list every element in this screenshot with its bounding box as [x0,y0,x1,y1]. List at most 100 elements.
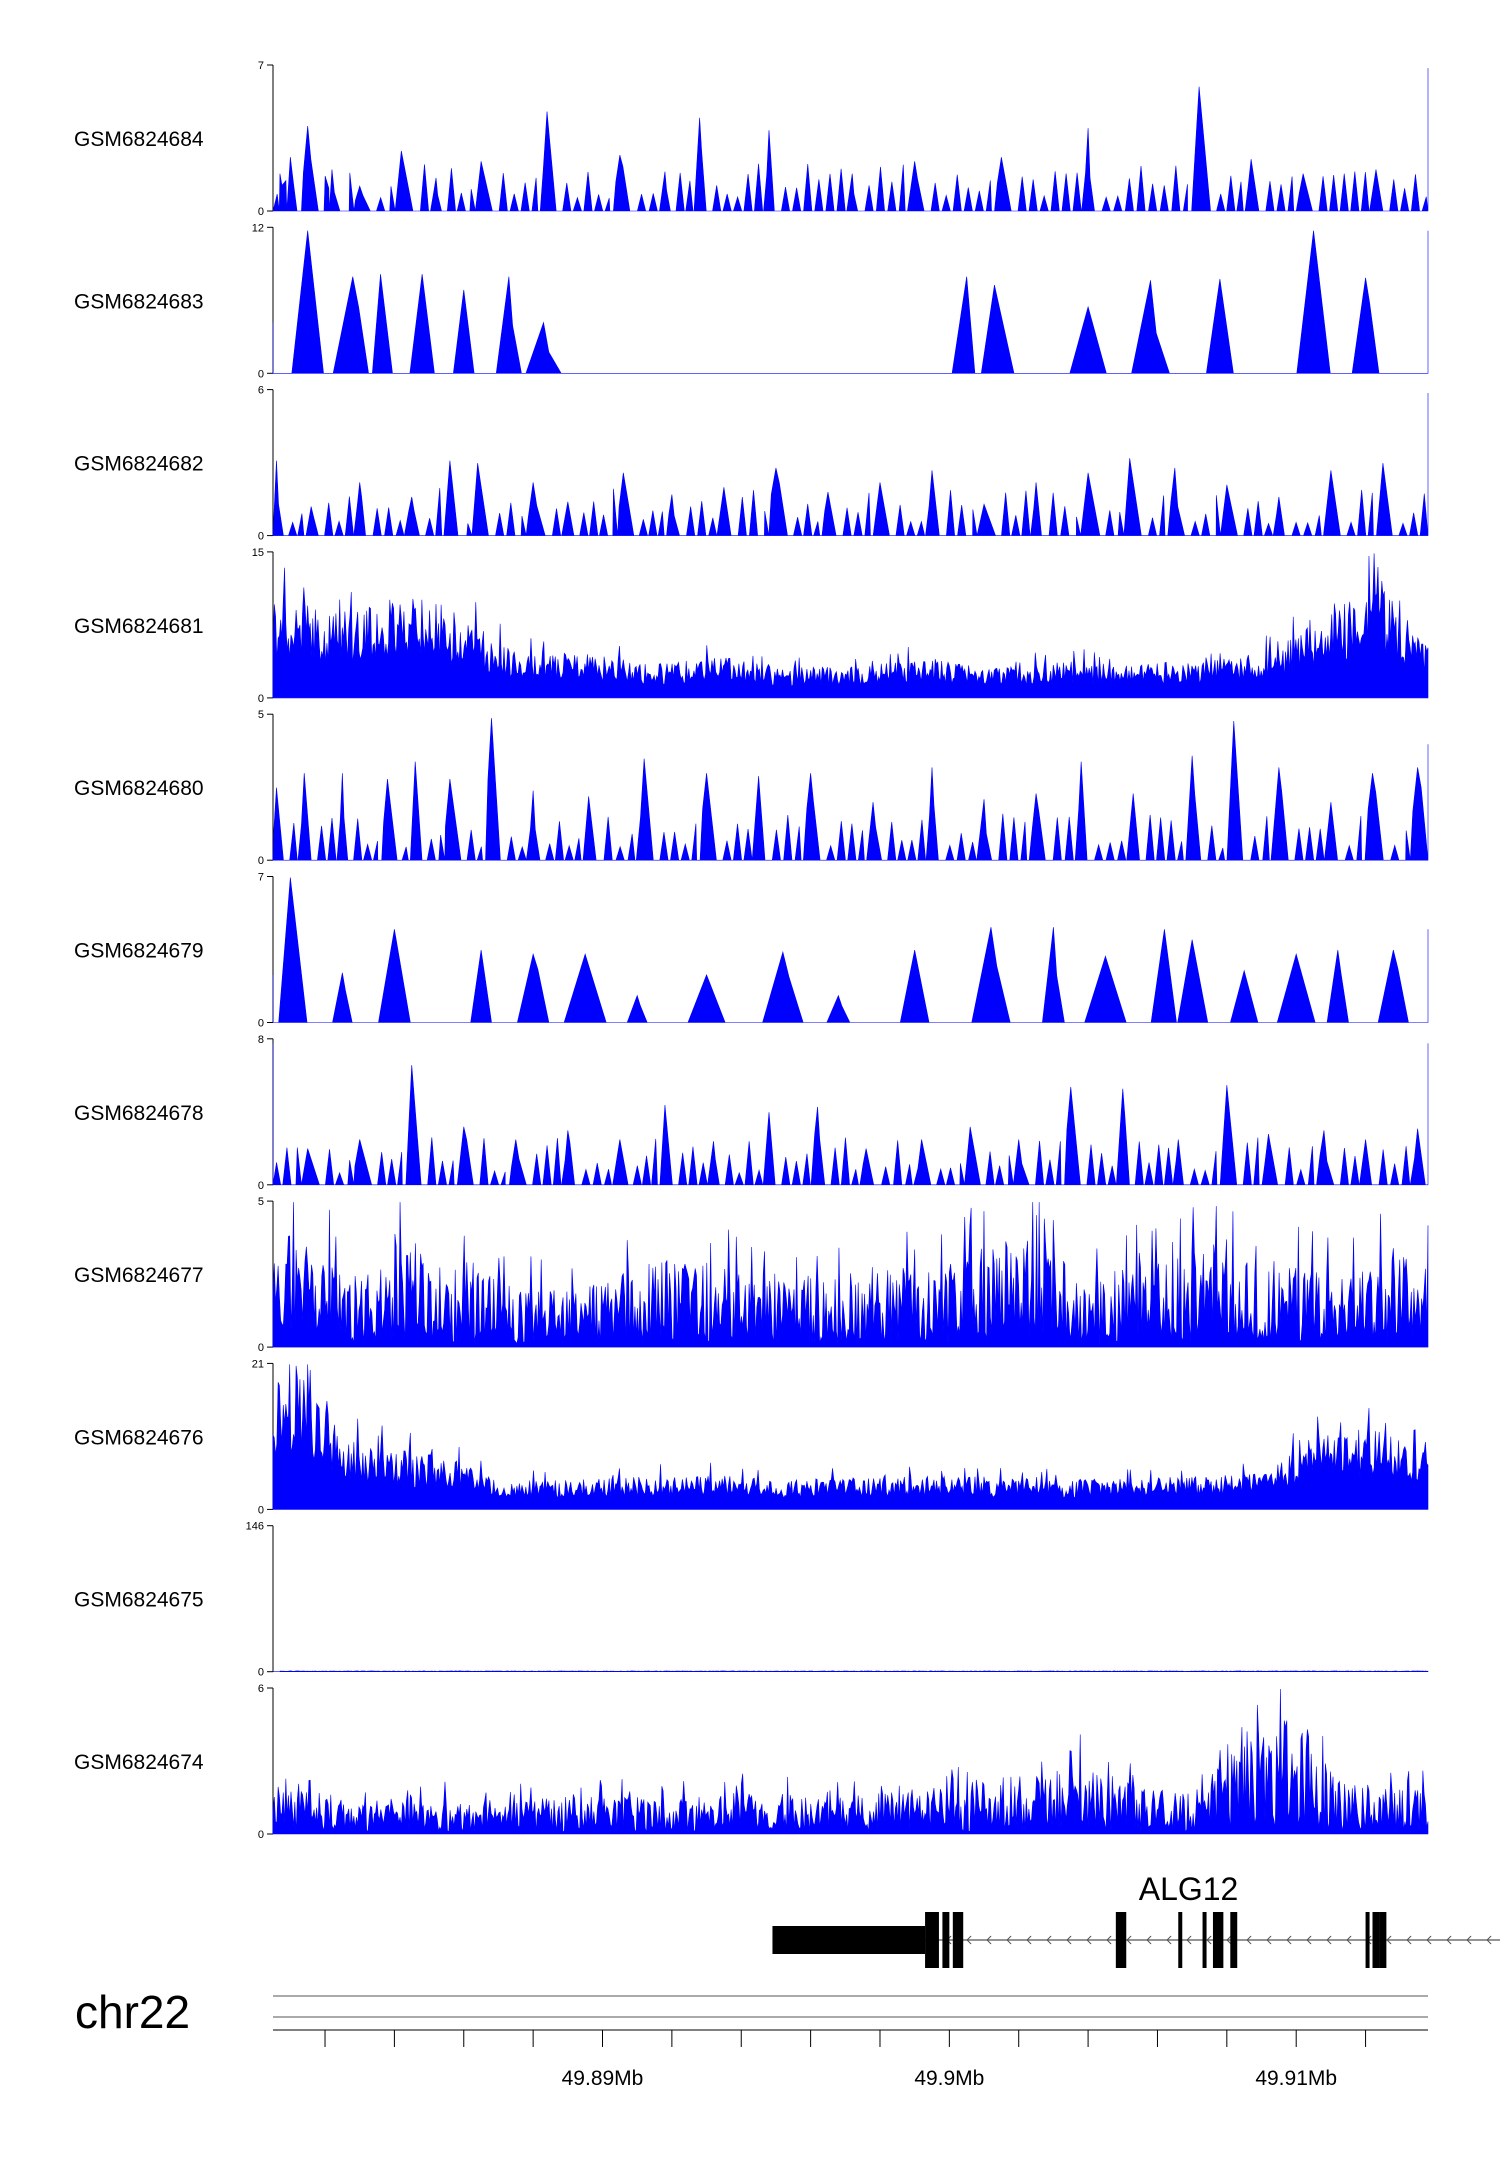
y-min-label: 0 [258,368,264,380]
y-max-label: 5 [258,709,264,721]
track-GSM6824676: GSM6824676 21 0 [74,1358,1429,1516]
y-max-label: 5 [258,1196,264,1208]
y-max-label: 7 [258,872,264,884]
strand-arrow [1426,1935,1432,1945]
track-label: GSM6824676 [74,1426,204,1449]
y-max-label: 6 [258,1683,264,1695]
coverage-area [272,1202,1429,1348]
track-label: GSM6824677 [74,1264,204,1287]
coverage-area [272,1688,1429,1835]
coverage-area [272,877,1429,1023]
exon-block [1365,1912,1370,1968]
y-max-label: 12 [252,222,264,234]
strand-arrow [1246,1935,1252,1945]
strand-arrow [1086,1935,1092,1945]
track-label: GSM6824679 [74,940,204,963]
y-max-label: 15 [252,547,264,559]
exon-block [1202,1912,1207,1968]
x-tick-label: 49.9Mb [914,2067,984,2090]
track-label: GSM6824684 [74,128,204,151]
strand-arrow [1406,1935,1412,1945]
strand-arrow [1326,1935,1332,1945]
strand-arrow [1386,1935,1392,1945]
strand-arrow [1266,1935,1272,1945]
strand-arrow [1206,1935,1212,1945]
y-min-label: 0 [258,206,264,218]
track-GSM6824677: GSM6824677 5 0 [74,1196,1429,1354]
track-label: GSM6824681 [74,615,204,638]
exon-block [1212,1912,1224,1968]
y-max-label: 21 [252,1358,264,1370]
track-label: GSM6824683 [74,290,204,313]
strand-arrow [1066,1935,1072,1945]
exon-block [1115,1912,1127,1968]
strand-arrow [1466,1935,1472,1945]
coverage-area [272,1043,1429,1186]
exon-block [925,1912,939,1968]
track-GSM6824680: GSM6824680 5 0 [74,709,1429,867]
utr-block [772,1926,926,1954]
coverage-area [272,553,1429,699]
coverage-area [272,68,1429,212]
x-tick-label: 49.89Mb [562,2067,644,2090]
track-label: GSM6824682 [74,453,204,476]
exon-block [1372,1912,1380,1968]
coverage-area [272,230,1429,374]
coverage-area [273,1670,1429,1672]
y-min-label: 0 [258,531,264,543]
strand-arrow [1446,1935,1452,1945]
coverage-area [272,393,1429,536]
strand-arrow [1186,1935,1192,1945]
y-min-label: 0 [258,855,264,867]
strand-arrow [1226,1935,1232,1945]
track-label: GSM6824675 [74,1589,204,1612]
exon-block [942,1912,950,1968]
strand-arrow [1006,1935,1012,1945]
strand-arrow [1306,1935,1312,1945]
exon-block [952,1912,964,1968]
coverage-area [272,1364,1429,1510]
strand-arrow [1106,1935,1112,1945]
y-max-label: 7 [258,60,264,72]
track-GSM6824683: GSM6824683 12 0 [74,222,1429,380]
strand-arrow [1286,1935,1292,1945]
strand-arrow [1046,1935,1052,1945]
y-min-label: 0 [258,1504,264,1516]
y-min-label: 0 [258,1829,264,1841]
strand-arrow [1126,1935,1132,1945]
y-min-label: 0 [258,1342,264,1354]
gene-label: ALG12 [1139,1871,1239,1907]
strand-arrow [1146,1935,1152,1945]
strand-arrow [966,1935,972,1945]
track-GSM6824682: GSM6824682 6 0 [74,385,1429,543]
x-tick-label: 49.91Mb [1255,2067,1337,2090]
exon-block [1379,1912,1387,1968]
y-min-label: 0 [258,1667,264,1679]
y-min-label: 0 [258,693,264,705]
exon-block [1230,1912,1238,1968]
y-max-label: 8 [258,1034,264,1046]
track-label: GSM6824674 [74,1751,204,1774]
y-max-label: 146 [246,1521,264,1533]
track-GSM6824678: GSM6824678 8 0 [74,1034,1429,1192]
strand-arrow [1026,1935,1032,1945]
track-GSM6824674: GSM6824674 6 0 [74,1683,1429,1841]
y-min-label: 0 [258,1018,264,1030]
track-GSM6824675: GSM6824675 146 0 [74,1521,1429,1679]
strand-arrow [1486,1935,1492,1945]
genome-axis-track: chr22 49.89Mb 49.9Mb 49.91Mb [75,1986,1428,2090]
track-label: GSM6824680 [74,777,204,800]
coverage-tracks: GSM682468470GSM6824683120GSM682468260GSM… [74,60,1429,1841]
coverage-area [272,718,1429,861]
y-max-label: 6 [258,385,264,397]
chromosome-label: chr22 [75,1986,190,2038]
y-min-label: 0 [258,1180,264,1192]
track-GSM6824681: GSM6824681 15 0 [74,547,1429,705]
strand-arrow [986,1935,992,1945]
gene-annotation-track: ALG12 [772,1871,1500,1968]
strand-arrow [1346,1935,1352,1945]
track-GSM6824684: GSM6824684 7 0 [74,60,1429,218]
track-GSM6824679: GSM6824679 7 0 [74,872,1429,1030]
exon-block [1178,1912,1183,1968]
